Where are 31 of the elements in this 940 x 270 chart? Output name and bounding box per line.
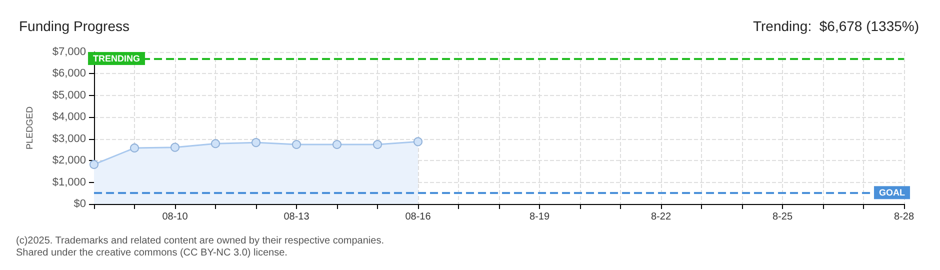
y-tick-label: $7,000 [52, 46, 86, 58]
point [373, 140, 382, 149]
y-tick-label: $0 [74, 198, 86, 210]
chart-subtitle: Trending: $6,678 (1335%) [752, 18, 919, 34]
y-tick-label: $2,000 [52, 154, 86, 167]
point [211, 139, 220, 148]
y-tick-label: $1,000 [52, 176, 86, 188]
point [130, 143, 139, 152]
point [90, 160, 98, 169]
point [170, 142, 180, 152]
x-tick-label: 08-10 [162, 212, 188, 222]
chart-title: Funding Progress [19, 18, 130, 34]
x-tick-label: 8-19 [529, 212, 550, 222]
point [252, 138, 260, 148]
y-tick-label: $4,000 [52, 111, 86, 124]
x-tick-label: 08-16 [405, 212, 432, 222]
x-tick-label: 8-28 [894, 212, 914, 222]
y-tick-label: $6,000 [52, 68, 86, 80]
x-tick-label: 8-25 [772, 212, 793, 222]
y-axis-title: PLEDGED [24, 106, 34, 150]
text: Shared under the creative commons (CC BY-NC 3.0) license. [16, 248, 288, 258]
x-tick-label: 08-13 [284, 212, 310, 222]
ref-line-label: TRENDING [93, 53, 140, 64]
point [332, 140, 342, 149]
y-tick-label: $5,000 [52, 89, 86, 102]
y-tick-label: $3,000 [52, 132, 86, 145]
text: (c)2025. Trademarks and related content are owned by their respective companies. [16, 236, 384, 246]
x-tick-label: 8-22 [650, 212, 672, 222]
ref-line-label: GOAL [879, 188, 906, 198]
point [292, 140, 301, 149]
point [414, 137, 422, 146]
